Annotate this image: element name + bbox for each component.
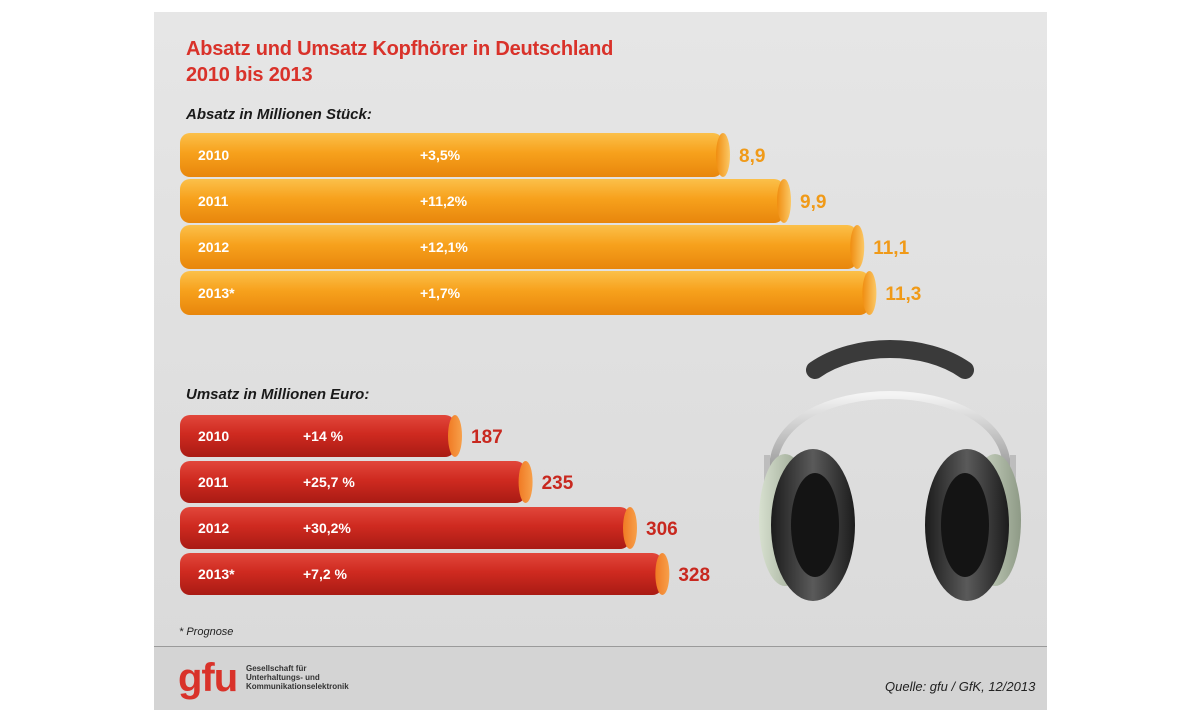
value-label: 306 xyxy=(646,519,678,540)
growth-label: +1,7% xyxy=(420,285,461,301)
bar-end-cap xyxy=(518,461,533,503)
growth-label: +14 % xyxy=(303,428,344,444)
value-label: 11,1 xyxy=(873,238,909,259)
bar xyxy=(180,507,630,549)
growth-label: +30,2% xyxy=(303,520,351,536)
bar xyxy=(180,225,858,269)
value-label: 328 xyxy=(678,565,710,586)
footnote: * Prognose xyxy=(179,626,234,638)
growth-label: +11,2% xyxy=(420,193,468,209)
value-label: 9,9 xyxy=(800,192,826,213)
growth-label: +25,7 % xyxy=(303,474,355,490)
footer-divider xyxy=(154,646,1047,647)
bar-end-cap xyxy=(850,225,865,269)
bar-end-cap xyxy=(716,133,730,177)
growth-label: +7,2 % xyxy=(303,566,348,582)
logo-line-3: Kommunikationselektronik xyxy=(246,682,349,691)
growth-label: +3,5% xyxy=(420,147,461,163)
revenue-section-title: Umsatz in Millionen Euro: xyxy=(186,386,370,403)
logo-line-2: Unterhaltungs- und xyxy=(246,673,320,682)
headphones-illustration xyxy=(745,330,1035,615)
category-label: 2012 xyxy=(198,520,229,536)
value-label: 235 xyxy=(542,473,574,494)
title-line-1: Absatz und Umsatz Kopfhörer in Deutschla… xyxy=(186,38,614,60)
bar xyxy=(180,133,723,177)
gfu-logo-text: Gesellschaft für Unterhaltungs- und Komm… xyxy=(246,664,349,691)
bar-end-cap xyxy=(448,415,462,457)
bar-end-cap xyxy=(623,507,637,549)
value-label: 187 xyxy=(471,427,503,448)
bar xyxy=(180,271,870,315)
category-label: 2011 xyxy=(198,474,229,490)
chart-title: Absatz und Umsatz Kopfhörer in Deutschla… xyxy=(186,36,613,88)
category-label: 2011 xyxy=(198,193,229,209)
bar xyxy=(180,553,663,595)
logo-line-1: Gesellschaft für xyxy=(246,664,307,673)
source-note: Quelle: gfu / GfK, 12/2013 xyxy=(885,679,1036,694)
bar-end-cap xyxy=(777,179,792,223)
value-label: 11,3 xyxy=(885,284,921,305)
bar-end-cap xyxy=(655,553,670,595)
bar xyxy=(180,179,785,223)
growth-label: +12,1% xyxy=(420,239,468,255)
footer-bar xyxy=(154,647,1047,710)
bar-end-cap xyxy=(862,271,877,315)
title-line-2: 2010 bis 2013 xyxy=(186,64,313,86)
category-label: 2012 xyxy=(198,239,229,255)
units-section-title: Absatz in Millionen Stück: xyxy=(186,106,372,123)
bar xyxy=(180,415,455,457)
category-label: 2010 xyxy=(198,428,229,444)
value-label: 8,9 xyxy=(739,146,765,167)
category-label: 2013* xyxy=(198,566,235,582)
bar xyxy=(180,461,526,503)
gfu-logo: gfu xyxy=(178,656,238,700)
category-label: 2013* xyxy=(198,285,235,301)
category-label: 2010 xyxy=(198,147,229,163)
